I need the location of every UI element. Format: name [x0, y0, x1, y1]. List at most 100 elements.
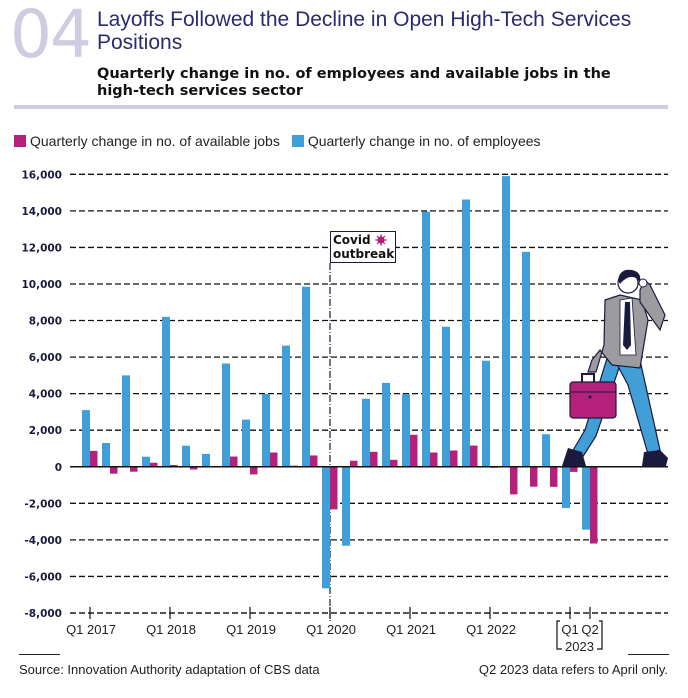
bar-employees — [102, 443, 110, 467]
bar-employees — [482, 360, 490, 467]
x-tick-label: Q1 2022 — [466, 622, 516, 637]
bar-employees — [222, 363, 230, 467]
bar-employees — [302, 286, 310, 467]
chart-number: 04 — [10, 0, 92, 73]
man-hand-head — [638, 278, 648, 288]
chart-title: Layoffs Followed the Decline in Open Hig… — [97, 8, 632, 54]
bar-jobs — [170, 464, 178, 467]
legend-label-jobs: Quarterly change in no. of available job… — [30, 133, 280, 149]
chart-subtitle: Quarterly change in no. of employees and… — [97, 66, 611, 99]
bar-employees — [502, 176, 510, 467]
x-tick-label: Q1 2021 — [386, 622, 436, 637]
data-note: Q2 2023 data refers to April only. — [478, 662, 668, 677]
footer-source-rule — [19, 654, 60, 655]
bar-jobs — [230, 456, 238, 467]
virus-icon — [374, 234, 387, 246]
bar-employees — [402, 394, 410, 467]
x-tick-label: Q1 — [561, 622, 578, 637]
bar-jobs — [130, 466, 138, 472]
x-tick-label: Q1 2017 — [66, 622, 116, 637]
bar-jobs — [470, 445, 478, 467]
bar-jobs — [270, 452, 278, 467]
covid-annotation: Covid outbreak — [330, 231, 396, 263]
briefcase — [569, 381, 617, 419]
bar-employees — [422, 211, 430, 467]
bar-jobs — [530, 466, 538, 487]
legend-swatch-employees — [291, 135, 304, 147]
bar-employees — [262, 394, 270, 467]
bar-employees — [142, 456, 150, 467]
bar-employees — [322, 466, 330, 589]
x-tick-label: Q2 — [581, 622, 598, 637]
man-arm-raised — [639, 278, 666, 332]
x-axis: Q1 2017 Q1 2018 Q1 2019 Q1 2020 Q1 2021 Q1 20… — [66, 607, 668, 654]
source-note: Source: Innovation Authority adaptation … — [19, 662, 320, 677]
y-tick-label: 10,000 — [21, 279, 62, 291]
y-tick-label: 16,000 — [21, 169, 62, 181]
x-tick-label: Q1 2019 — [226, 622, 276, 637]
group-label-2023: 2023 — [565, 639, 594, 654]
bar-jobs — [150, 462, 158, 467]
y-tick-label: 0 — [55, 462, 62, 474]
bar-employees — [522, 251, 530, 467]
covid-annotation-line2: outbreak — [333, 247, 395, 261]
bar-jobs — [190, 466, 198, 470]
briefcase-handle — [581, 373, 595, 382]
bar-jobs — [410, 434, 418, 467]
bar-employees — [582, 466, 590, 530]
bar-employees — [122, 375, 130, 467]
y-tick-label: 6,000 — [29, 352, 62, 364]
bar-jobs — [310, 455, 318, 467]
bar-jobs — [590, 466, 598, 544]
bar-jobs — [350, 460, 358, 467]
bar-jobs — [570, 466, 578, 472]
y-tick-label: 2,000 — [29, 425, 62, 437]
man-jacket — [587, 294, 649, 373]
bar-employees — [242, 419, 250, 467]
header-divider — [14, 105, 668, 109]
bar-employees — [82, 410, 90, 467]
y-tick-label: 4,000 — [29, 389, 62, 401]
bar-jobs — [550, 466, 558, 487]
bars — [82, 176, 598, 589]
bar-jobs — [450, 450, 458, 467]
bar-employees — [382, 382, 390, 467]
y-tick-label: 12,000 — [21, 242, 62, 254]
y-axis-labels: -8,000 -6,000 -4,000 -2,000 0 2,000 4,000 6,000… — [21, 169, 62, 620]
y-tick-label: 8,000 — [29, 316, 62, 328]
group-bracket-right — [597, 620, 603, 650]
bar-employees — [562, 466, 570, 509]
bar-employees — [462, 199, 470, 467]
bar-employees — [202, 453, 210, 467]
bar-jobs — [430, 452, 438, 467]
y-tick-label: -8,000 — [24, 608, 62, 620]
man-shoe-front — [642, 450, 668, 466]
bar-employees — [342, 466, 350, 546]
bar-jobs — [250, 466, 258, 475]
legend-item-employees: Quarterly change in no. of employees — [291, 133, 541, 149]
bar-employees — [162, 316, 170, 467]
legend-item-jobs: Quarterly change in no. of available job… — [14, 133, 280, 149]
bar-jobs — [110, 466, 118, 474]
y-tick-label: -6,000 — [24, 571, 62, 583]
footer-note-rule — [628, 654, 669, 655]
bar-employees — [442, 326, 450, 467]
bar-jobs — [90, 450, 98, 467]
worried-man-illustration — [562, 269, 668, 466]
y-tick-label: -2,000 — [24, 498, 62, 510]
man-leg-front — [610, 354, 661, 455]
legend-swatch-jobs — [14, 135, 26, 147]
y-tick-label: -4,000 — [24, 535, 62, 547]
bar-employees — [362, 398, 370, 467]
x-tick-label: Q1 2020 — [306, 622, 356, 637]
man-tie — [623, 302, 631, 350]
bar-employees — [182, 445, 190, 467]
bar-jobs — [330, 466, 338, 510]
man-shoe-back — [562, 448, 586, 466]
group-bracket-left — [556, 620, 562, 650]
bar-employees — [542, 434, 550, 467]
x-tick-label: Q1 2018 — [146, 622, 196, 637]
bar-employees — [282, 345, 290, 467]
bar-jobs — [370, 451, 378, 467]
briefcase-clasp — [588, 395, 592, 399]
